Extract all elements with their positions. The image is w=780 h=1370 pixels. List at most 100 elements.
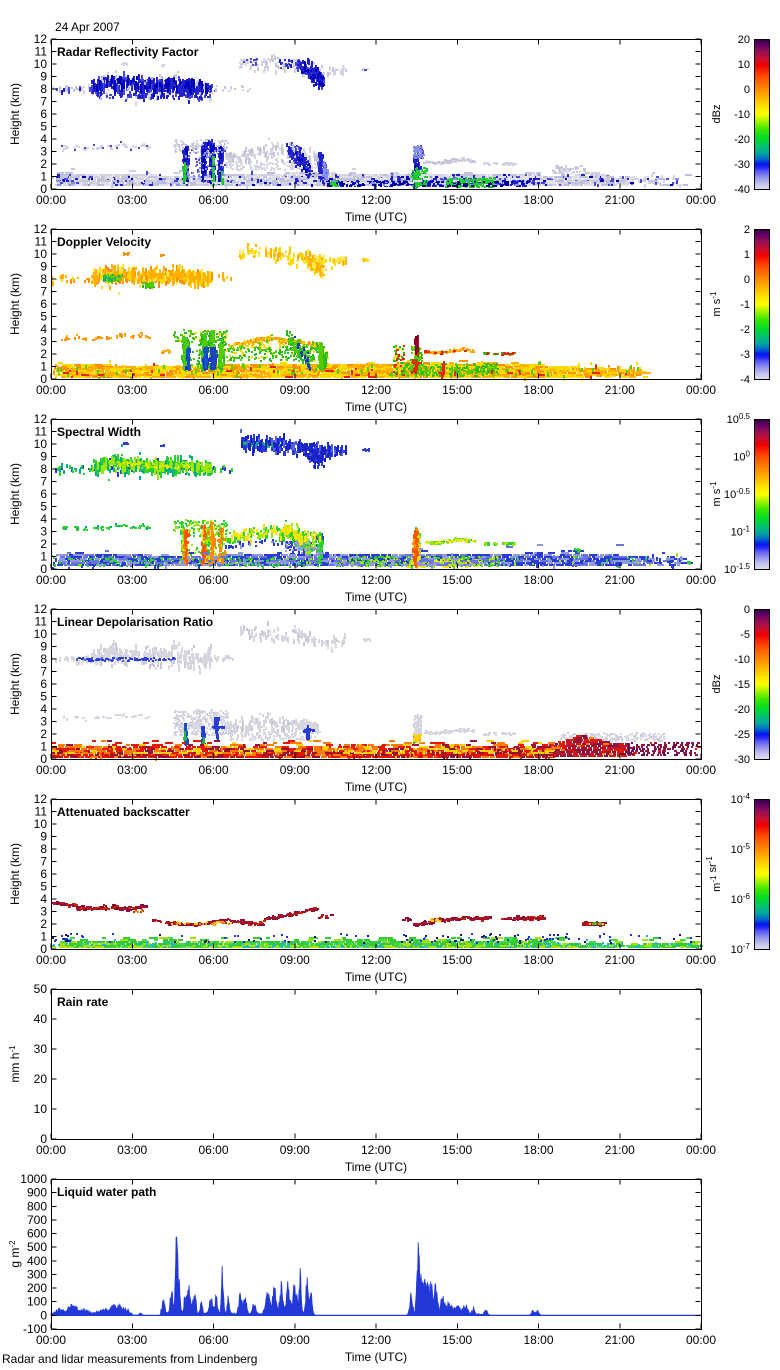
svg-text:2: 2: [40, 347, 47, 361]
svg-text:700: 700: [27, 1213, 47, 1227]
svg-text:09:00: 09:00: [280, 383, 310, 397]
svg-text:12: 12: [34, 222, 48, 236]
svg-text:4: 4: [40, 322, 47, 336]
svg-text:15:00: 15:00: [442, 573, 472, 587]
svg-text:21:00: 21:00: [605, 953, 635, 967]
svg-text:-15: -15: [734, 679, 750, 691]
svg-text:21:00: 21:00: [605, 383, 635, 397]
svg-text:06:00: 06:00: [198, 193, 228, 207]
svg-text:18:00: 18:00: [523, 573, 553, 587]
svg-text:03:00: 03:00: [117, 953, 147, 967]
svg-text:10: 10: [34, 627, 48, 641]
svg-text:1: 1: [40, 740, 47, 754]
svg-text:2: 2: [40, 537, 47, 551]
svg-text:12:00: 12:00: [361, 763, 391, 777]
svg-text:Height (km): Height (km): [8, 463, 22, 525]
svg-text:1: 1: [40, 360, 47, 374]
svg-text:00:00: 00:00: [686, 1143, 716, 1157]
svg-text:200: 200: [27, 1281, 47, 1295]
svg-text:00:00: 00:00: [36, 1143, 66, 1157]
svg-text:00:00: 00:00: [36, 573, 66, 587]
svg-text:0: 0: [40, 752, 47, 766]
svg-text:06:00: 06:00: [198, 953, 228, 967]
svg-text:03:00: 03:00: [117, 1143, 147, 1157]
svg-text:-3: -3: [740, 349, 750, 361]
svg-text:6: 6: [40, 867, 47, 881]
svg-text:800: 800: [27, 1199, 47, 1213]
svg-text:Linear Depolarisation Ratio: Linear Depolarisation Ratio: [57, 615, 213, 629]
svg-text:8: 8: [40, 652, 47, 666]
svg-text:4: 4: [40, 702, 47, 716]
svg-text:12:00: 12:00: [361, 1333, 391, 1347]
svg-text:-4: -4: [740, 374, 750, 386]
svg-text:-40: -40: [734, 184, 750, 196]
svg-text:1: 1: [40, 930, 47, 944]
svg-text:7: 7: [40, 95, 47, 109]
svg-text:Time (UTC): Time (UTC): [345, 590, 407, 604]
svg-text:30: 30: [34, 1042, 48, 1056]
svg-text:9: 9: [40, 260, 47, 274]
svg-text:2: 2: [40, 727, 47, 741]
svg-text:-20: -20: [734, 134, 750, 146]
svg-text:Rain rate: Rain rate: [57, 995, 109, 1009]
svg-text:Radar Reflectivity Factor: Radar Reflectivity Factor: [57, 45, 199, 59]
svg-text:-30: -30: [734, 754, 750, 766]
svg-text:03:00: 03:00: [117, 193, 147, 207]
svg-text:10: 10: [34, 247, 48, 261]
svg-text:0: 0: [40, 372, 47, 386]
svg-text:15:00: 15:00: [442, 1333, 472, 1347]
svg-text:500: 500: [27, 1240, 47, 1254]
svg-text:Attenuated backscatter: Attenuated backscatter: [57, 805, 190, 819]
svg-text:21:00: 21:00: [605, 763, 635, 777]
svg-text:20: 20: [738, 34, 750, 46]
svg-text:3: 3: [40, 715, 47, 729]
svg-text:50: 50: [34, 982, 48, 996]
svg-text:8: 8: [40, 462, 47, 476]
svg-text:3: 3: [40, 525, 47, 539]
svg-text:2: 2: [744, 224, 750, 236]
svg-text:12: 12: [34, 792, 48, 806]
svg-text:15:00: 15:00: [442, 1143, 472, 1157]
svg-text:0: 0: [744, 84, 750, 96]
svg-text:5: 5: [40, 880, 47, 894]
svg-text:00:00: 00:00: [686, 763, 716, 777]
svg-text:5: 5: [40, 690, 47, 704]
svg-text:12:00: 12:00: [361, 193, 391, 207]
svg-text:-2: -2: [740, 324, 750, 336]
svg-text:5: 5: [40, 500, 47, 514]
svg-text:mm h-1: mm h-1: [8, 1045, 22, 1083]
svg-text:21:00: 21:00: [605, 1143, 635, 1157]
svg-text:-20: -20: [734, 704, 750, 716]
svg-text:06:00: 06:00: [198, 383, 228, 397]
svg-text:2: 2: [40, 917, 47, 931]
svg-text:18:00: 18:00: [523, 763, 553, 777]
svg-text:09:00: 09:00: [280, 193, 310, 207]
svg-text:8: 8: [40, 842, 47, 856]
svg-text:15:00: 15:00: [442, 763, 472, 777]
svg-text:06:00: 06:00: [198, 1143, 228, 1157]
svg-text:11: 11: [35, 805, 48, 819]
svg-text:0: 0: [40, 1308, 47, 1322]
svg-text:Time (UTC): Time (UTC): [345, 780, 407, 794]
svg-text:12:00: 12:00: [361, 573, 391, 587]
svg-text:4: 4: [40, 892, 47, 906]
svg-text:1: 1: [40, 550, 47, 564]
svg-text:10: 10: [34, 817, 48, 831]
svg-text:15:00: 15:00: [442, 953, 472, 967]
svg-text:3: 3: [40, 905, 47, 919]
svg-text:9: 9: [40, 70, 47, 84]
svg-text:03:00: 03:00: [117, 763, 147, 777]
svg-text:00:00: 00:00: [686, 193, 716, 207]
svg-text:09:00: 09:00: [280, 953, 310, 967]
svg-text:-1: -1: [740, 299, 750, 311]
svg-text:Time (UTC): Time (UTC): [345, 970, 407, 984]
svg-text:0: 0: [40, 942, 47, 956]
svg-text:00:00: 00:00: [36, 763, 66, 777]
svg-text:Height (km): Height (km): [8, 843, 22, 905]
svg-text:21:00: 21:00: [605, 573, 635, 587]
svg-text:300: 300: [27, 1268, 47, 1282]
svg-text:21:00: 21:00: [605, 1333, 635, 1347]
svg-text:9: 9: [40, 640, 47, 654]
svg-text:11: 11: [35, 45, 48, 59]
svg-text:0: 0: [40, 182, 47, 196]
